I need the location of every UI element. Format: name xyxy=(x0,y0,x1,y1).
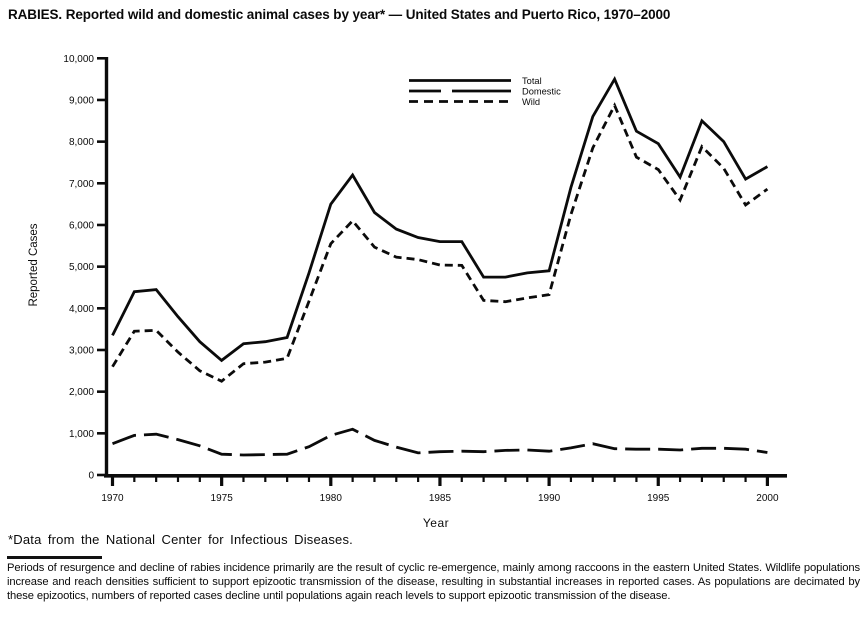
y-tick-label: 9,000 xyxy=(69,95,94,106)
rabies-cases-line-chart: 0 1,000 2,000 3,000 4,000 5,000 6,000 7,000 8,00… xyxy=(28,54,787,530)
y-tick-label: 7,000 xyxy=(69,179,94,190)
footnote-divider xyxy=(7,556,102,559)
y-tick-label: 4,000 xyxy=(69,304,94,315)
y-axis-title: Reported Cases xyxy=(28,223,40,306)
x-tick-label: 1990 xyxy=(538,493,561,504)
y-tick-label: 6,000 xyxy=(69,220,94,231)
x-tick-label: 1970 xyxy=(101,493,124,504)
x-tick-label: 1975 xyxy=(211,493,234,504)
y-tick-label: 10,000 xyxy=(63,54,94,65)
legend-label-domestic: Domestic xyxy=(522,86,561,96)
x-axis-title: Year xyxy=(423,516,449,530)
series-line-domestic xyxy=(112,427,768,457)
x-axis-ticks: 1970 1975 1980 1985 1990 1995 2000 xyxy=(101,475,779,504)
series-line-total xyxy=(111,75,769,363)
y-tick-label: 1,000 xyxy=(69,429,94,440)
legend-label-wild: Wild xyxy=(522,97,540,107)
y-tick-label: 5,000 xyxy=(69,262,94,273)
legend-label-total: Total xyxy=(522,76,542,86)
y-tick-label: 8,000 xyxy=(69,137,94,148)
y-axis-ticks: 0 1,000 2,000 3,000 4,000 5,000 6,000 7,000 8,00… xyxy=(63,54,107,482)
y-tick-label: 2,000 xyxy=(69,387,94,398)
x-tick-label: 2000 xyxy=(756,493,779,504)
x-tick-label: 1985 xyxy=(429,493,452,504)
series-line-wild xyxy=(111,102,769,383)
figure-title: RABIES. Reported wild and domestic anima… xyxy=(8,7,671,22)
y-tick-label: 0 xyxy=(88,471,94,482)
x-tick-label: 1980 xyxy=(320,493,343,504)
y-tick-label: 3,000 xyxy=(69,345,94,356)
data-source-footnote: *Data from the National Center for Infec… xyxy=(8,532,353,547)
x-tick-label: 1995 xyxy=(647,493,670,504)
explanatory-note: Periods of resurgence and decline of rab… xyxy=(7,562,860,602)
